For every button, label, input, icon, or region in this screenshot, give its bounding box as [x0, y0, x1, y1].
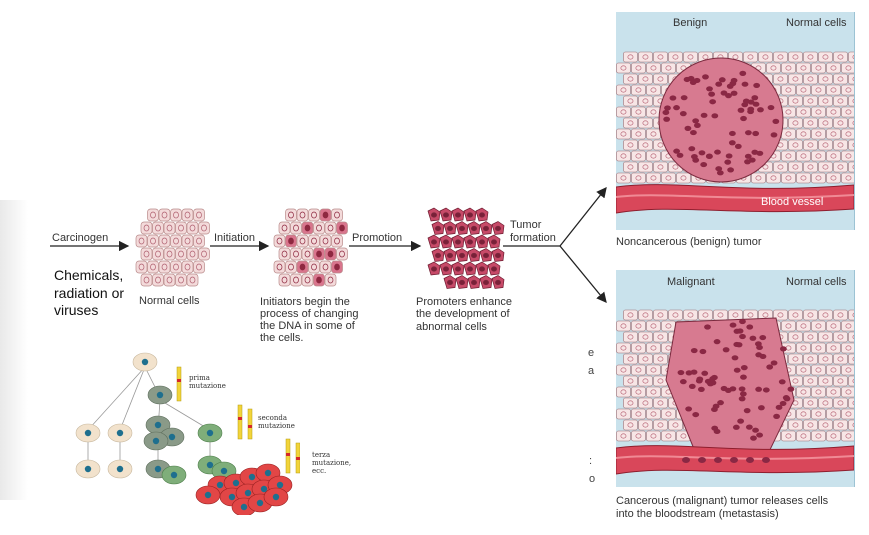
carcinogen-source-1: Chemicals, [54, 267, 123, 284]
benign-branch-arrow [560, 188, 606, 246]
mutation-tree [60, 345, 300, 515]
malignant-branch-arrow [560, 246, 606, 302]
promoters-line-2: the development of [416, 308, 510, 321]
normal-cells-cluster [130, 203, 212, 293]
initiators-line-1: Initiators begin the [260, 296, 350, 309]
third-mutation-label-3: ecc. [312, 467, 326, 475]
benign-caption: Noncancerous (benign) tumor [616, 236, 762, 249]
stray-char-4: o [589, 473, 595, 485]
carcinogen-label: Carcinogen [52, 232, 108, 245]
promoted-cells-cluster [423, 203, 505, 293]
initiation-label: Initiation [214, 232, 255, 245]
carcinogen-source-2: radiation or [54, 285, 124, 302]
promoters-line-1: Promoters enhance [416, 296, 512, 309]
malignant-normal-cells-label: Normal cells [784, 276, 849, 289]
malignant-label: Malignant [665, 276, 717, 289]
second-mutation-label-2: mutazione [258, 422, 295, 430]
malignant-caption-line-1: Cancerous (malignant) tumor releases cel… [616, 495, 828, 508]
initiators-line-3: the DNA in some of [260, 320, 355, 333]
promotion-label: Promotion [352, 232, 402, 245]
first-mutation-label-1: prima [189, 374, 210, 382]
malignant-tissue-illustration [616, 270, 854, 487]
promoters-text-clip: Promoters enhance the development of abn… [414, 294, 524, 331]
initiators-line-2: process of changing [260, 308, 358, 321]
tumor-formation-label-1: Tumor [510, 219, 541, 232]
malignant-caption-line-2: into the bloodstream (metastasis) [616, 508, 779, 521]
initiated-cells-cluster [268, 203, 350, 293]
initiators-line-4: the cells. [260, 332, 303, 345]
stray-char-3: : [589, 455, 592, 467]
stray-char-2: a [588, 365, 594, 377]
blood-vessel-label: Blood vessel [761, 196, 823, 209]
benign-normal-cells-label: Normal cells [784, 17, 849, 30]
carcinogen-source-3: viruses [54, 302, 98, 319]
first-mutation-label-2: mutazione [189, 382, 226, 390]
stray-char-1: e [588, 347, 594, 359]
third-mutation-label-2: mutazione, [312, 459, 351, 467]
normal-cells-caption: Normal cells [139, 295, 200, 308]
tumor-formation-label-2: formation [510, 232, 556, 245]
benign-label: Benign [671, 17, 709, 30]
third-mutation-label-1: terza [312, 451, 330, 459]
malignant-tumor-panel [616, 270, 855, 487]
promoters-line-3: abnormal cells [416, 321, 487, 331]
second-mutation-label-1: seconda [258, 414, 287, 422]
